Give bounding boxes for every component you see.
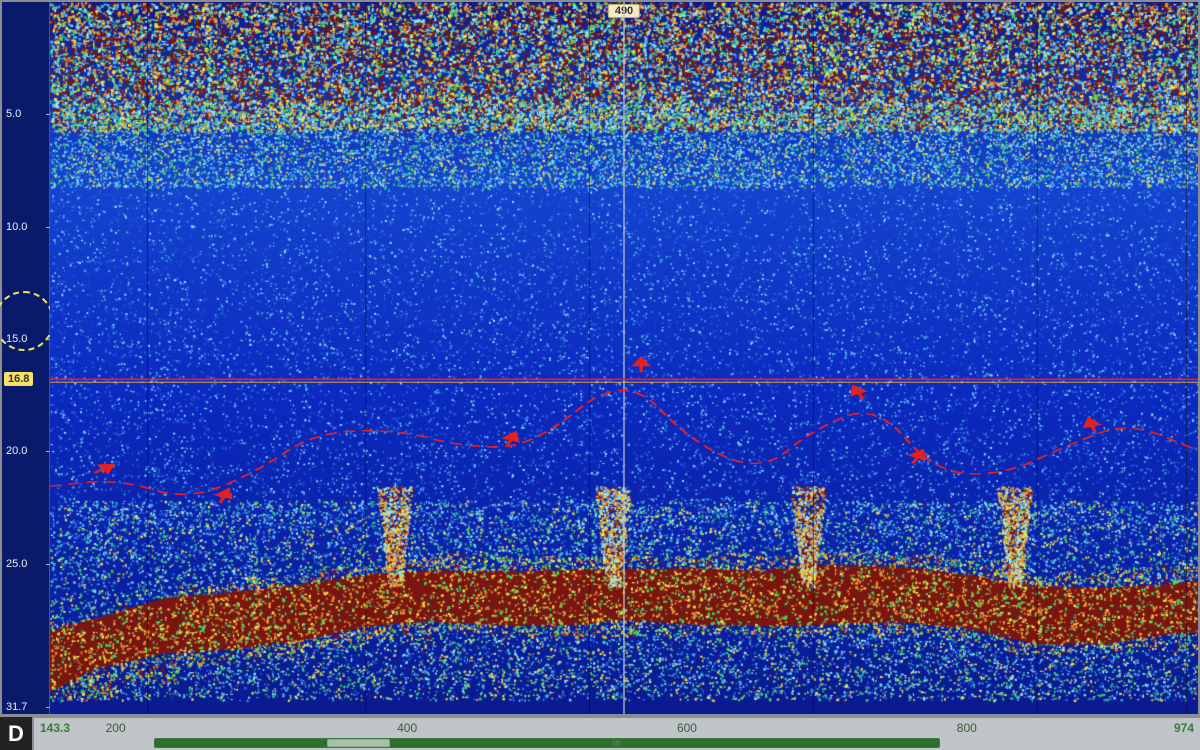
echogram-canvas [50, 2, 1198, 714]
y-tick: 5.0 [6, 108, 46, 120]
depth-axis: 16.8 5.0 10.0 15.0 20.0 25.0 31.7 [2, 2, 50, 714]
x-end-label: 974 [1174, 721, 1194, 735]
x-axis-unit: m [613, 738, 621, 749]
x-start-label: 143.3 [40, 721, 70, 735]
panel-letter-badge: D [0, 717, 34, 750]
bottom-bar: D 143.3 974 m 200 400 600 800 [0, 716, 1200, 750]
y-tick-bottom: 31.7 [6, 701, 46, 713]
x-tick: 800 [957, 721, 977, 735]
x-tick: 600 [677, 721, 697, 735]
horizontal-scrollbar[interactable] [154, 738, 940, 748]
distance-axis: 143.3 974 m 200 400 600 800 [34, 718, 1200, 750]
ping-position-badge: 490 [608, 4, 640, 18]
y-tick: 25.0 [6, 558, 46, 570]
x-tick: 200 [106, 721, 126, 735]
y-tick: 15.0 [6, 333, 46, 345]
depth-indicator-badge: 16.8 [4, 372, 33, 386]
app-frame: 16.8 5.0 10.0 15.0 20.0 25.0 31.7 490 D 143.3… [0, 0, 1200, 750]
echogram-viewport[interactable]: 490 [50, 2, 1198, 714]
x-tick: 400 [397, 721, 417, 735]
y-tick: 20.0 [6, 445, 46, 457]
y-tick: 10.0 [6, 221, 46, 233]
scrollbar-thumb[interactable] [327, 739, 390, 747]
main-area: 16.8 5.0 10.0 15.0 20.0 25.0 31.7 490 [0, 0, 1200, 716]
